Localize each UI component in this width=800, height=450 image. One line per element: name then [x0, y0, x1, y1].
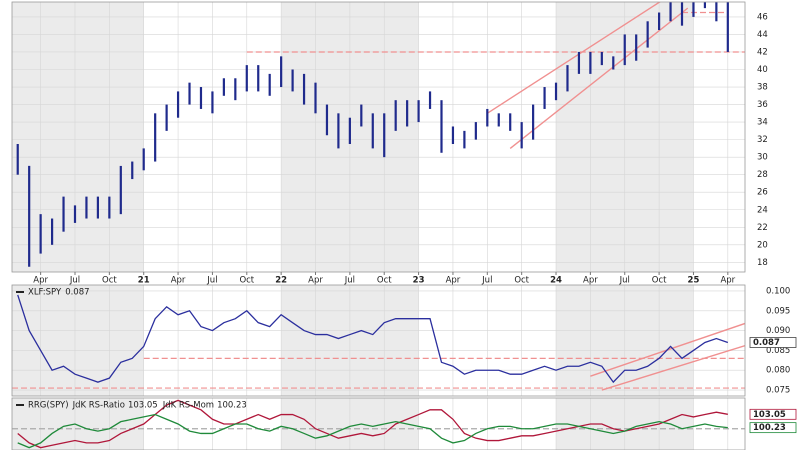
x-tick-label: Jul	[344, 276, 355, 286]
x-tick-label: Apr	[446, 276, 461, 286]
legend-name: JdK RS-Mom	[162, 401, 214, 411]
y-tick-label: 0.075	[766, 386, 790, 396]
y-tick-label: 26	[757, 188, 768, 198]
trend-line	[509, 7, 689, 149]
legend-name: JdK RS-Ratio	[72, 401, 125, 411]
x-tick-label: Jul	[69, 276, 80, 286]
value-box	[749, 337, 797, 348]
y-tick-label: 0.080	[766, 366, 790, 376]
legend-value: 0.087	[65, 288, 89, 298]
x-tick-label: Apr	[583, 276, 598, 286]
legend-title: XLF:SPY	[28, 288, 62, 298]
y-tick-label: 20	[757, 240, 768, 250]
panel-border	[11, 284, 746, 397]
series-line	[17, 294, 729, 384]
x-tick-label: 23	[413, 276, 425, 286]
x-tick-label: Apr	[33, 276, 48, 286]
y-tick-label: 40	[757, 65, 768, 75]
series-line	[17, 399, 728, 449]
y-tick-label: 22	[757, 223, 768, 233]
trend-line	[601, 344, 745, 391]
legend-value: 103.05	[128, 401, 158, 411]
value-box	[749, 422, 797, 434]
x-tick-label: Oct	[514, 276, 529, 286]
last-value: 0.087	[753, 338, 780, 348]
y-tick-label: 34	[757, 118, 768, 128]
year-shade	[12, 285, 144, 396]
series-line	[17, 413, 728, 449]
x-tick-label: Oct	[652, 276, 667, 286]
x-tick-label: Apr	[308, 276, 323, 286]
value-box	[749, 408, 797, 420]
y-tick-label: 0.090	[766, 326, 790, 336]
y-tick-label: 0.100	[766, 286, 790, 296]
y-tick-label: 46	[757, 12, 768, 22]
y-tick-label: 30	[757, 153, 768, 163]
legend-value: 100.23	[217, 401, 247, 411]
x-tick-label: Apr	[171, 276, 186, 286]
marks	[12, 294, 745, 391]
year-shade	[12, 2, 144, 272]
marks	[16, 2, 745, 267]
panel-border	[11, 397, 746, 450]
y-tick-label: 44	[757, 30, 768, 40]
x-tick-label: 24	[550, 276, 562, 286]
x-tick-label: 25	[688, 276, 700, 286]
x-tick-label: Oct	[102, 276, 117, 286]
y-tick-label: 28	[757, 170, 768, 180]
x-tick-label: Oct	[239, 276, 254, 286]
legend-title: RRG(SPY)	[28, 401, 69, 411]
x-tick-label: Jul	[619, 276, 630, 286]
last-value: 100.23	[753, 423, 786, 433]
x-tick-label: Jul	[206, 276, 217, 286]
y-tick-label: 38	[757, 83, 768, 93]
x-tick-label: Jul	[481, 276, 492, 286]
y-tick-label: 36	[757, 100, 768, 110]
y-tick-label: 42	[757, 47, 768, 57]
marks	[12, 399, 745, 449]
x-tick-label: Oct	[377, 276, 392, 286]
y-tick-label: 18	[757, 258, 768, 268]
y-tick-label: 24	[757, 205, 768, 215]
x-tick-label: Apr	[720, 276, 735, 286]
y-tick-label: 0.095	[766, 306, 790, 316]
x-tick-label: 21	[138, 276, 150, 286]
y-tick-label: 32	[757, 135, 768, 145]
last-value: 103.05	[753, 410, 786, 420]
x-tick-label: 22	[275, 276, 287, 286]
panel-border	[11, 1, 746, 273]
y-tick-label: 0.085	[766, 346, 790, 356]
